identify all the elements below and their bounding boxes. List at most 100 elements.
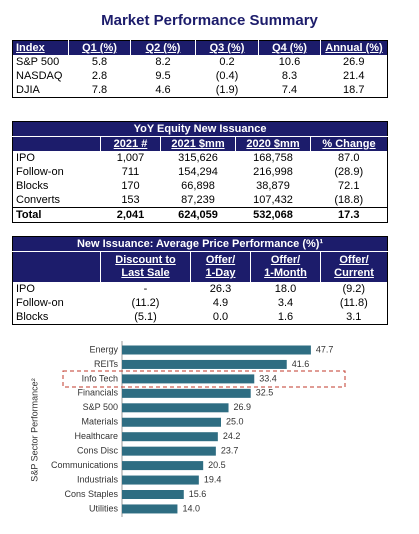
- cell: 26.9: [343, 56, 365, 68]
- cell: 216,998: [253, 166, 293, 178]
- row: Blocks (5.1) 0.0 1.6 3.1: [13, 310, 388, 325]
- category-label: Cons Staples: [64, 489, 118, 499]
- category-label: Utilities: [89, 503, 119, 513]
- cell: (0.4): [215, 70, 239, 82]
- cell: 107,432: [253, 194, 293, 206]
- cell: 3.4: [277, 297, 294, 309]
- cell: 26.3: [209, 283, 232, 295]
- cell: 0.2: [219, 56, 235, 68]
- cell: 2,041: [100, 207, 161, 223]
- cell: 1,007: [116, 152, 145, 164]
- cell: Offer/1-Day: [190, 251, 251, 282]
- value-label: 19.4: [204, 474, 222, 484]
- header-line: Discount to: [115, 254, 176, 266]
- cell: (9.2): [342, 283, 366, 295]
- row: IPO - 26.3 18.0 (9.2): [13, 282, 388, 296]
- cell: (5.1): [134, 311, 157, 323]
- row: NASDAQ 2.8 9.5 (0.4) 8.3 21.4: [13, 69, 388, 83]
- cell: 315,626: [178, 152, 218, 164]
- cell: 168,758: [253, 152, 293, 164]
- cell: 18.0: [274, 283, 297, 295]
- category-label: Info Tech: [82, 373, 118, 383]
- cell: 38,879: [256, 180, 290, 192]
- bar: [122, 359, 287, 369]
- cell: 87.0: [338, 152, 360, 164]
- cell: [12, 136, 101, 151]
- cell: -: [143, 283, 148, 295]
- cell: [12, 251, 101, 282]
- cell: Total: [12, 207, 101, 223]
- cell: IPO: [16, 152, 35, 164]
- cell: 17.3: [310, 207, 388, 223]
- header-line: Offer/: [339, 254, 369, 266]
- cell: 72.1: [338, 180, 360, 192]
- category-label: Industrials: [77, 474, 119, 484]
- cell: 1.6: [277, 311, 294, 323]
- cell: 532,068: [235, 207, 311, 223]
- sector-chart: S&P Sector Performance² Energy 47.7 REITs 41…: [29, 341, 346, 517]
- category-label: REITs: [94, 359, 119, 369]
- row: IPO 1,007 315,626 168,758 87.0: [13, 151, 388, 165]
- category-label: Communications: [51, 460, 119, 470]
- header-line: 1-Month: [264, 267, 307, 279]
- cell: 2020 $mm: [235, 136, 311, 151]
- cell: (18.8): [334, 194, 364, 206]
- cell: Q1 (%): [68, 40, 131, 55]
- cell: Annual (%): [320, 40, 388, 55]
- total-row: Total 2,041 624,059 532,068 17.3: [12, 207, 388, 223]
- index-table: Index Q1 (%) Q2 (%) Q3 (%) Q4 (%) Annual (%) S…: [12, 40, 388, 98]
- header-line: Offer/: [205, 254, 236, 266]
- axis-label: S&P Sector Performance²: [29, 378, 39, 481]
- row: Follow-on (11.2) 4.9 3.4 (11.8): [13, 296, 388, 310]
- cell: (11.2): [131, 297, 160, 309]
- bar: [122, 345, 311, 355]
- cell: NASDAQ: [16, 70, 63, 82]
- title-row: New Issuance: Average Price Performance …: [12, 236, 388, 252]
- header-line: 1-Day: [205, 267, 236, 279]
- cell: 9.5: [155, 70, 171, 82]
- cell: Blocks: [16, 311, 49, 323]
- header-row: Discount to Last Sale Offer/1-Day Offer/1-M…: [12, 251, 388, 282]
- title: Market Performance Summary: [101, 12, 318, 29]
- value-label: 23.7: [221, 446, 239, 456]
- category-label: Cons Disc: [77, 446, 119, 456]
- bar: [122, 461, 204, 471]
- cell: 8.2: [155, 56, 171, 68]
- value-label: 32.5: [256, 388, 274, 398]
- category-label: S&P 500: [83, 402, 118, 412]
- cell: (1.9): [215, 84, 239, 96]
- row: Converts 153 87,239 107,432 (18.8): [13, 193, 388, 208]
- cell: 10.6: [278, 56, 301, 68]
- header-line: Current: [334, 267, 374, 279]
- value-label: 14.0: [182, 503, 200, 513]
- cell: 170: [121, 180, 140, 192]
- cell: Q4 (%): [258, 40, 321, 55]
- highlight-box: [62, 370, 346, 388]
- header-row: 2021 #2021 $mm 2020 $mm% Change: [12, 136, 388, 151]
- cell: 7.8: [91, 84, 108, 96]
- cell: 0.0: [212, 311, 229, 323]
- cell: Follow-on: [16, 166, 64, 178]
- cell: IPO: [16, 283, 35, 295]
- row: Follow-on 711 154,294 216,998 (28.9): [13, 165, 388, 179]
- header-row: Index Q1 (%) Q2 (%) Q3 (%) Q4 (%) Annual (%): [12, 40, 388, 55]
- category-label: Healthcare: [74, 431, 118, 441]
- cell: % Change: [309, 136, 388, 151]
- cell: Index: [12, 40, 69, 55]
- cell: 3.1: [346, 311, 362, 323]
- cell: Offer/1-Month: [250, 251, 321, 282]
- value-label: 20.5: [208, 460, 226, 470]
- value-label: 15.6: [189, 489, 207, 499]
- cell: 2021 #: [100, 136, 161, 151]
- row: Blocks 170 66,898 38,879 72.1: [13, 179, 388, 193]
- cell: Q2 (%): [130, 40, 196, 55]
- cell: Q3 (%): [195, 40, 259, 55]
- value-label: 41.6: [292, 359, 310, 369]
- bar: [122, 388, 251, 398]
- cell: DJIA: [16, 84, 40, 96]
- bar: [122, 374, 255, 384]
- cell: 87,239: [181, 194, 215, 206]
- bar: [122, 504, 178, 514]
- value-label: 24.2: [223, 431, 241, 441]
